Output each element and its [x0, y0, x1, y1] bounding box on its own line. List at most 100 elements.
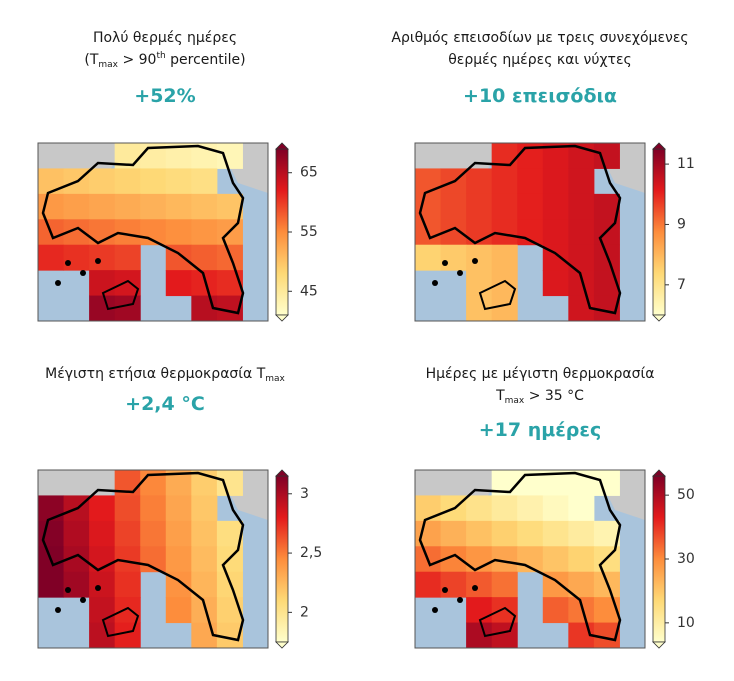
map-cell	[568, 495, 595, 522]
map-cell	[216, 143, 243, 169]
map-cell	[517, 193, 544, 220]
map-frame	[37, 469, 269, 649]
map-cell	[140, 193, 167, 220]
island	[65, 260, 71, 266]
map	[37, 469, 269, 649]
map-cell	[89, 168, 116, 195]
coastline	[418, 144, 622, 315]
map	[414, 469, 646, 649]
panel-title: Πολύ θερμές ημέρες	[93, 30, 237, 46]
map-cell	[38, 495, 65, 522]
map-cell	[89, 571, 116, 598]
map-cell	[466, 495, 493, 522]
map-cell	[415, 495, 442, 522]
map-cell	[191, 219, 218, 246]
title-segment: (T	[84, 52, 98, 68]
map-cell	[114, 295, 141, 322]
map-cell	[89, 495, 116, 522]
colorbar-tick-label: 50	[677, 487, 695, 503]
title-segment: max	[265, 374, 285, 384]
island	[457, 270, 463, 276]
map-cell	[165, 546, 192, 573]
map-cell	[542, 597, 569, 624]
island	[432, 280, 438, 286]
map-cell	[593, 470, 620, 496]
map-cell	[568, 546, 595, 573]
panel: Αριθμός επεισοδίων με τρεις συνεχόμενες θ…	[391, 30, 695, 322]
map-cell	[568, 168, 595, 195]
colorbar-tick-label: 2	[300, 604, 309, 620]
map-cell	[542, 193, 569, 220]
map-cell	[140, 168, 167, 195]
map-cell	[491, 168, 518, 195]
map-cell	[440, 193, 467, 220]
map	[37, 142, 269, 322]
panel: Πολύ θερμές ημέρες (Tmax > 90th percentil…	[37, 30, 318, 322]
panel-title: Tmax > 35 °C	[495, 388, 584, 406]
map-cell	[491, 571, 518, 598]
island	[472, 258, 478, 264]
map-cell	[165, 193, 192, 220]
map-cell	[165, 270, 192, 297]
map-cell	[466, 597, 493, 624]
island	[432, 607, 438, 613]
map-cell	[165, 520, 192, 547]
coastline	[41, 144, 245, 315]
colorbar-cap	[652, 314, 666, 322]
map-cell	[89, 597, 116, 624]
title-segment: Πολύ θερμές ημέρες	[93, 30, 237, 46]
map-cell	[491, 244, 518, 271]
map-cell	[114, 193, 141, 220]
island	[80, 597, 86, 603]
map-cell	[491, 495, 518, 522]
map-cell	[63, 520, 90, 547]
map-cell	[415, 168, 442, 195]
map-cell	[165, 495, 192, 522]
map-cell	[191, 520, 218, 547]
change-highlight: +52%	[134, 85, 195, 107]
colorbar-cap	[652, 469, 666, 477]
island	[442, 260, 448, 266]
map-cell	[568, 219, 595, 246]
map-cell	[89, 270, 116, 297]
map-cell	[491, 295, 518, 322]
map-cell	[517, 495, 544, 522]
map-cell	[114, 168, 141, 195]
map-cell	[38, 193, 65, 220]
colorbar-tick-label: 3	[300, 486, 309, 502]
map-cell	[440, 244, 467, 271]
map-cell	[114, 244, 141, 271]
colorbar-cap	[275, 314, 289, 322]
map-cell	[415, 193, 442, 220]
island	[80, 270, 86, 276]
colorbar	[275, 148, 289, 316]
map-cell	[165, 168, 192, 195]
colorbar-cap	[652, 641, 666, 649]
map-cell	[191, 495, 218, 522]
island	[472, 585, 478, 591]
map-cell	[140, 495, 167, 522]
map-cell	[491, 193, 518, 220]
colorbar-tick-label: 10	[677, 615, 695, 631]
colorbar-tick-label: 2,5	[300, 545, 322, 561]
map-cell	[568, 193, 595, 220]
map-cell	[466, 168, 493, 195]
island	[55, 607, 61, 613]
colorbar-cap	[275, 142, 289, 150]
island	[101, 606, 140, 638]
colorbar-cap	[275, 469, 289, 477]
colorbar-tick-label: 7	[677, 277, 686, 293]
map-cell	[63, 193, 90, 220]
map-cell	[165, 597, 192, 624]
coastline	[41, 471, 245, 642]
map-frame	[37, 142, 269, 322]
map-cell	[89, 244, 116, 271]
map-cell	[542, 520, 569, 547]
map-cell	[466, 244, 493, 271]
colorbar-tick-label: 65	[300, 165, 318, 181]
colorbar-cap	[652, 142, 666, 150]
title-segment: max	[505, 396, 525, 406]
map-cell	[517, 168, 544, 195]
panel: Μέγιστη ετήσια θερμοκρασία Tmax +2,4 °C 2 2…	[37, 366, 322, 649]
island	[478, 279, 517, 311]
